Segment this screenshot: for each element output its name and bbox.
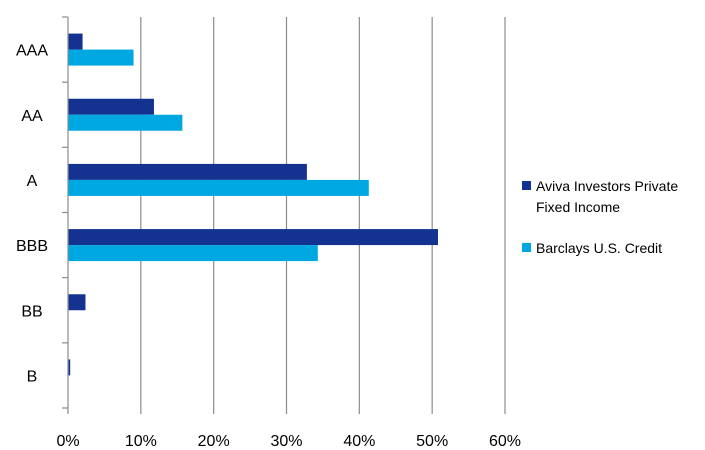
y-category-label: BBB <box>16 238 48 255</box>
y-category-label: BB <box>21 303 42 320</box>
x-tick-label: 30% <box>270 433 302 450</box>
bar-barclays-aa <box>68 114 183 131</box>
legend-label: Aviva Investors Private <box>536 178 678 194</box>
x-tick-label: 10% <box>125 433 157 450</box>
x-tick-label: 0% <box>56 433 79 450</box>
x-tick-label: 40% <box>343 433 375 450</box>
legend-swatch <box>522 243 531 252</box>
bar-aviva-aa <box>68 98 154 115</box>
y-category-label: B <box>27 368 38 385</box>
gridlines <box>140 17 506 408</box>
legend: Aviva Investors Private Fixed Income Barcl… <box>522 178 678 256</box>
x-tick-label: 20% <box>198 433 230 450</box>
bar-aviva-b <box>68 359 71 376</box>
bar-aviva-aaa <box>68 33 83 50</box>
legend-label: Fixed Income <box>536 199 620 215</box>
legend-label: Barclays U.S. Credit <box>536 240 662 256</box>
bar-barclays-bbb <box>68 245 318 262</box>
x-tick-label: 60% <box>489 433 521 450</box>
y-category-label: AA <box>21 108 43 125</box>
bar-barclays-aaa <box>68 49 134 66</box>
y-category-label: A <box>27 173 38 190</box>
y-category-label: AAA <box>16 43 48 60</box>
bar-aviva-a <box>68 163 307 180</box>
bar-barclays-a <box>68 179 369 196</box>
legend-swatch <box>522 181 531 190</box>
bar-aviva-bbb <box>68 229 438 246</box>
bars <box>68 33 438 376</box>
bar-aviva-bb <box>68 294 86 311</box>
axes <box>62 16 506 414</box>
x-tick-label: 50% <box>416 433 448 450</box>
